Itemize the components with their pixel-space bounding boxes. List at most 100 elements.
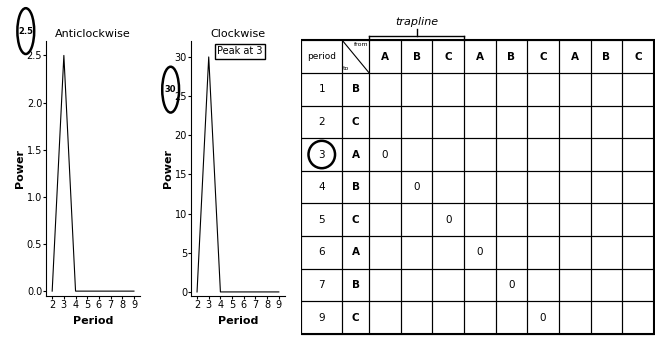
Bar — [559, 106, 591, 138]
Bar — [528, 203, 559, 236]
Text: B: B — [352, 280, 359, 290]
Text: 5: 5 — [318, 215, 325, 225]
Bar — [301, 301, 342, 334]
Text: B: B — [352, 182, 359, 192]
Text: 2: 2 — [318, 117, 325, 127]
Bar — [369, 203, 401, 236]
Text: C: C — [352, 215, 359, 225]
Bar — [369, 106, 401, 138]
Bar — [622, 203, 654, 236]
Title: Anticlockwise: Anticlockwise — [55, 29, 131, 39]
Bar — [401, 138, 432, 171]
Text: Peak at 3: Peak at 3 — [217, 46, 263, 56]
Bar — [622, 138, 654, 171]
Bar — [342, 138, 369, 171]
Text: 7: 7 — [318, 280, 325, 290]
Bar — [301, 138, 342, 171]
Text: to: to — [344, 66, 350, 71]
Bar — [369, 301, 401, 334]
Bar — [401, 171, 432, 203]
Bar — [622, 40, 654, 73]
Bar — [401, 203, 432, 236]
Bar — [622, 269, 654, 301]
Bar — [401, 73, 432, 106]
Text: C: C — [444, 52, 452, 62]
Bar — [591, 138, 622, 171]
Text: 1: 1 — [318, 84, 325, 94]
Text: A: A — [571, 52, 579, 62]
Text: C: C — [352, 313, 359, 323]
Bar — [369, 236, 401, 269]
Bar — [401, 236, 432, 269]
Bar — [464, 171, 496, 203]
Bar — [464, 203, 496, 236]
Bar — [559, 301, 591, 334]
Bar — [591, 236, 622, 269]
Bar — [591, 106, 622, 138]
Bar — [432, 269, 464, 301]
Bar — [464, 73, 496, 106]
Bar — [432, 203, 464, 236]
Text: from: from — [354, 42, 369, 47]
Bar — [528, 73, 559, 106]
Bar — [496, 40, 528, 73]
Bar — [369, 138, 401, 171]
Bar — [401, 40, 432, 73]
Bar — [464, 40, 496, 73]
Bar — [369, 171, 401, 203]
Bar — [528, 171, 559, 203]
Text: 30: 30 — [165, 85, 176, 94]
Text: 4: 4 — [318, 182, 325, 192]
Bar — [342, 73, 369, 106]
Text: C: C — [634, 52, 641, 62]
Bar — [369, 73, 401, 106]
Text: 2.5: 2.5 — [19, 26, 33, 35]
Bar — [464, 236, 496, 269]
Text: 0: 0 — [540, 313, 546, 323]
X-axis label: Period: Period — [218, 315, 258, 325]
Bar — [342, 269, 369, 301]
Bar — [342, 171, 369, 203]
Text: 6: 6 — [318, 247, 325, 257]
Text: 0: 0 — [477, 247, 483, 257]
Bar — [401, 301, 432, 334]
Text: A: A — [381, 52, 389, 62]
Bar — [464, 301, 496, 334]
Text: B: B — [412, 52, 420, 62]
Y-axis label: Power: Power — [163, 149, 173, 188]
Bar — [432, 138, 464, 171]
Bar — [401, 269, 432, 301]
Text: A: A — [352, 247, 359, 257]
Bar — [622, 73, 654, 106]
Bar — [622, 106, 654, 138]
Bar — [559, 236, 591, 269]
Text: trapline: trapline — [395, 17, 438, 27]
Bar — [528, 138, 559, 171]
Text: B: B — [602, 52, 610, 62]
Text: 0: 0 — [508, 280, 515, 290]
Bar — [496, 171, 528, 203]
Bar — [528, 269, 559, 301]
Bar — [622, 301, 654, 334]
Bar — [432, 40, 464, 73]
Bar — [528, 301, 559, 334]
Bar — [559, 203, 591, 236]
Bar — [464, 269, 496, 301]
Bar — [301, 171, 342, 203]
Text: 3: 3 — [318, 150, 325, 160]
Bar — [342, 203, 369, 236]
Bar — [591, 301, 622, 334]
Text: 9: 9 — [318, 313, 325, 323]
Bar — [301, 73, 342, 106]
Bar — [342, 236, 369, 269]
Bar — [591, 73, 622, 106]
Bar — [559, 73, 591, 106]
Bar — [496, 203, 528, 236]
Bar — [496, 301, 528, 334]
Bar — [559, 40, 591, 73]
X-axis label: Period: Period — [73, 315, 113, 325]
Bar — [559, 269, 591, 301]
Title: Clockwise: Clockwise — [211, 29, 265, 39]
Text: A: A — [476, 52, 484, 62]
Bar — [342, 301, 369, 334]
